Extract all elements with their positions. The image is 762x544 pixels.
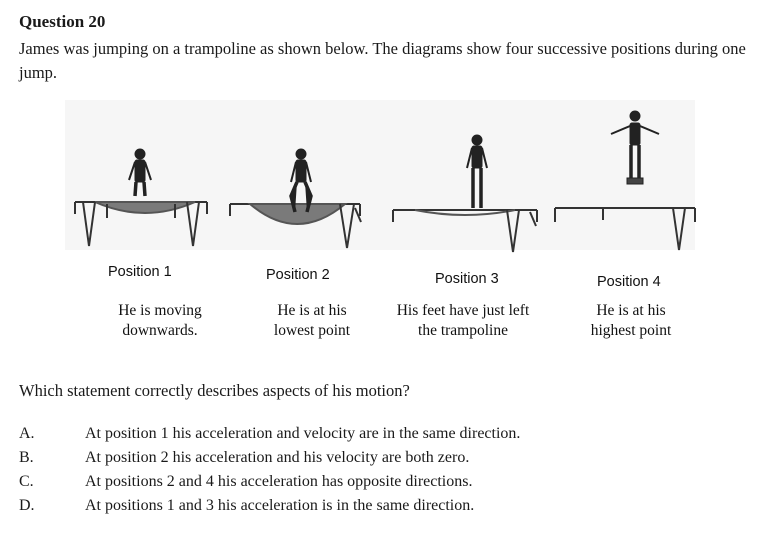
trampoline-3 — [392, 209, 538, 253]
position-4-label: Position 4 — [597, 274, 661, 290]
option-letter: C. — [19, 473, 34, 490]
trampoline-1 — [74, 201, 208, 247]
option-text: At positions 1 and 3 his acceleration is… — [85, 497, 475, 514]
trampoline-4 — [554, 207, 696, 251]
option-d[interactable]: D. At positions 1 and 3 his acceleration… — [19, 497, 719, 519]
position-3-description: His feet have just left the trampoline — [396, 302, 530, 339]
figure-3 — [466, 134, 488, 208]
question-prompt: Which statement correctly describes aspe… — [19, 381, 410, 400]
question-title: Question 20 — [19, 12, 106, 31]
option-text: At positions 2 and 4 his acceleration ha… — [85, 473, 473, 490]
figure-4 — [610, 110, 660, 185]
position-2-label: Position 2 — [266, 267, 330, 283]
option-a[interactable]: A. At position 1 his acceleration and ve… — [19, 425, 719, 447]
option-text: At position 1 his acceleration and veloc… — [85, 425, 521, 442]
position-3-label: Position 3 — [435, 271, 499, 287]
figure-1 — [128, 148, 152, 197]
trampoline-figure: Position 1 Position 2 Position 3 Positio… — [55, 96, 705, 346]
option-text: At position 2 his acceleration and his v… — [85, 449, 470, 466]
position-1-description: He is moving downwards. — [118, 302, 202, 339]
option-c[interactable]: C. At positions 2 and 4 his acceleration… — [19, 473, 719, 495]
option-letter: B. — [19, 449, 34, 466]
question-intro: James was jumping on a trampoline as sho… — [19, 39, 746, 82]
position-1-label: Position 1 — [108, 264, 172, 280]
option-letter: A. — [19, 425, 35, 442]
figure-2 — [289, 148, 313, 213]
trampoline-diagram — [65, 100, 696, 253]
option-b[interactable]: B. At position 2 his acceleration and hi… — [19, 449, 719, 471]
option-letter: D. — [19, 497, 35, 514]
position-4-description: He is at his highest point — [590, 302, 672, 339]
position-2-description: He is at his lowest point — [273, 302, 351, 339]
